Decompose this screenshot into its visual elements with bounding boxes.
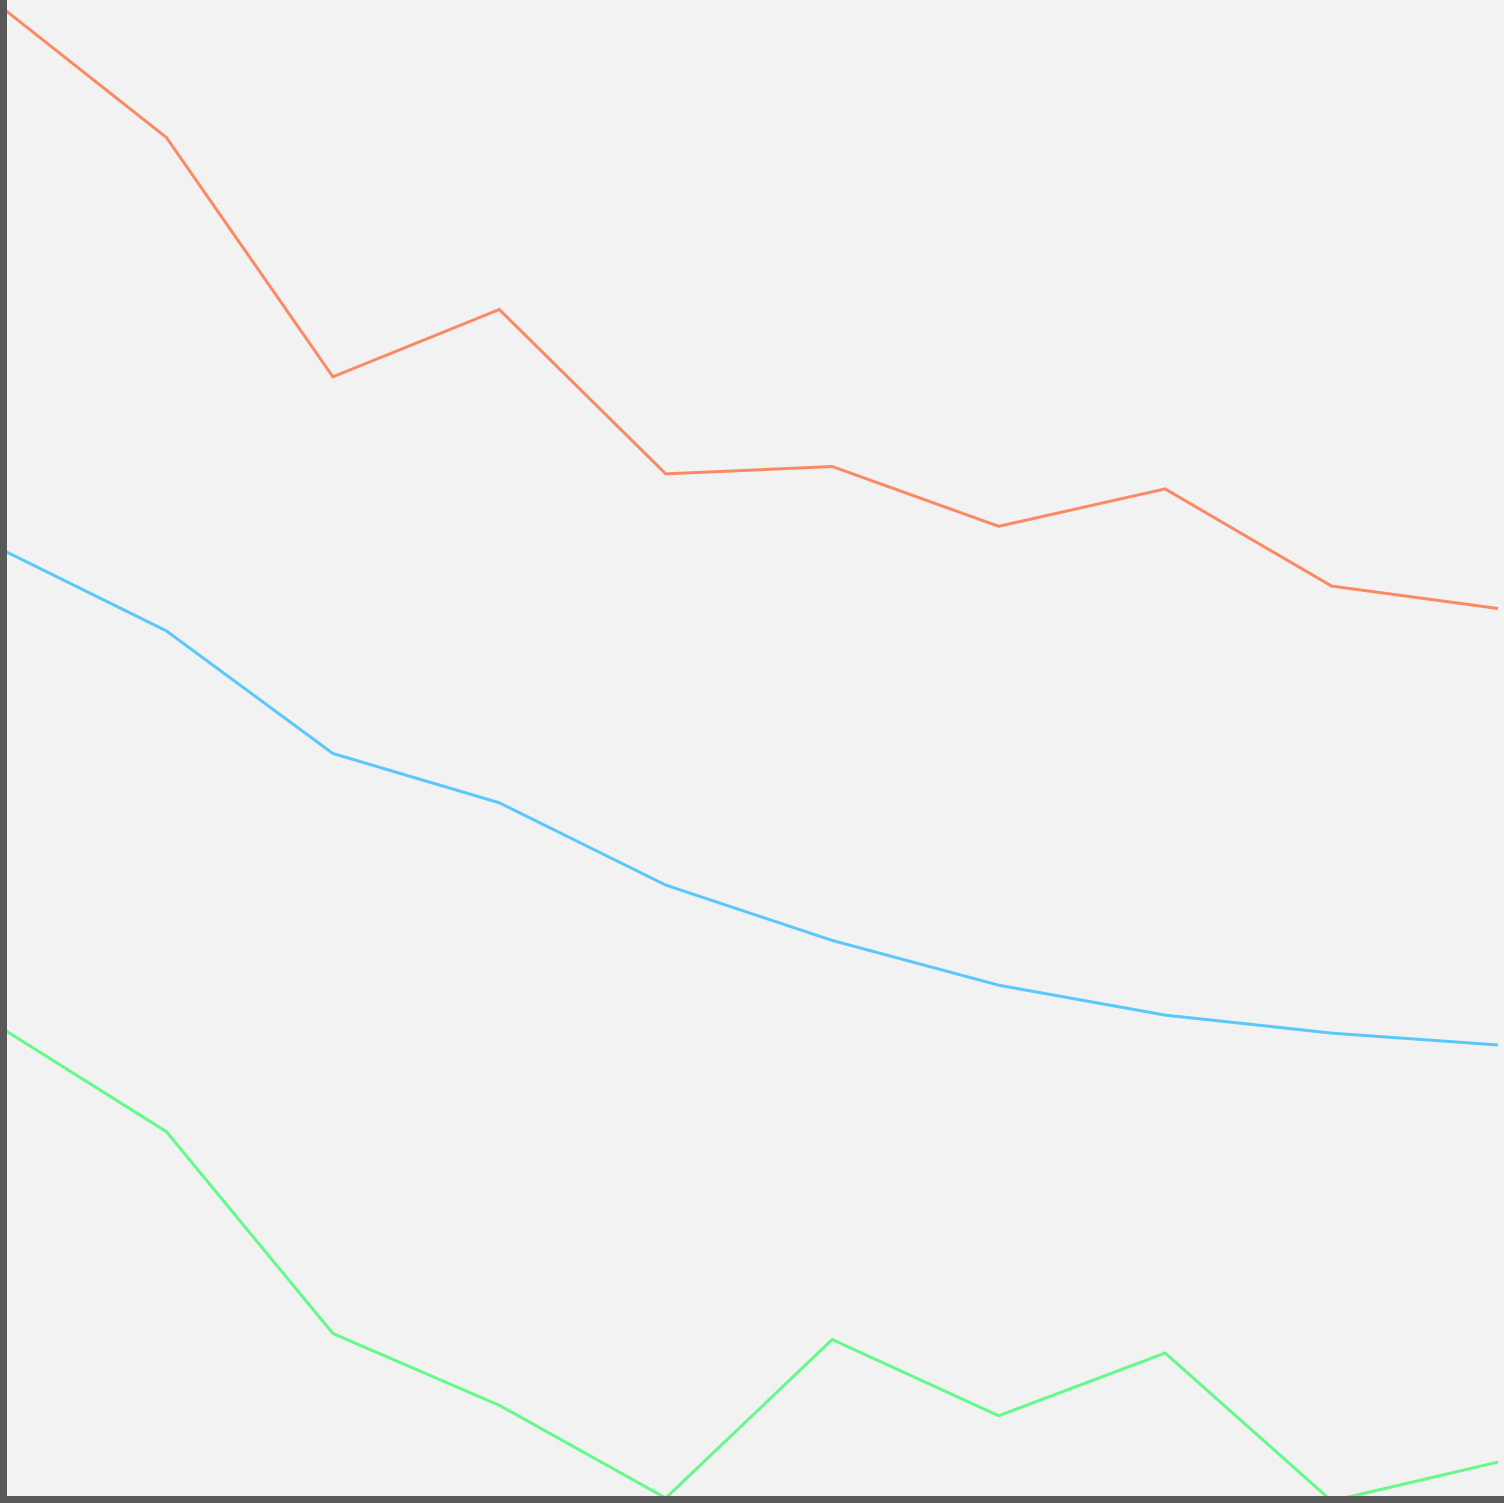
series-layer: [0, 4, 1499, 1503]
series-line-3: [0, 1025, 1499, 1503]
series-line-2: [0, 547, 1499, 1047]
series-line-1: [0, 4, 1499, 610]
